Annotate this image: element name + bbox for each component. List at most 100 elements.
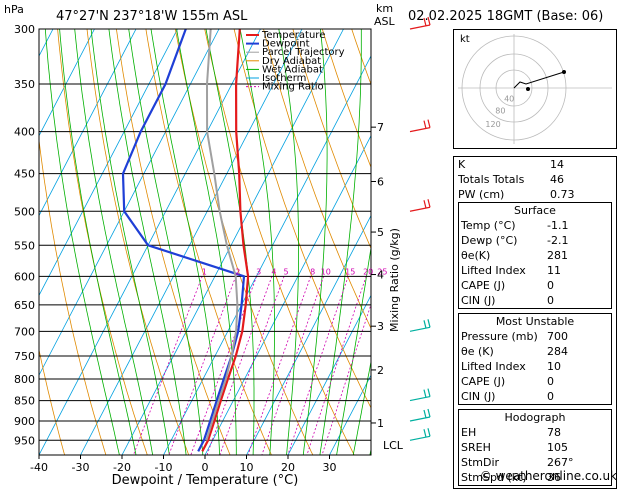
location-label: 47°27'N 237°18'W 155m ASL: [56, 9, 248, 24]
wind-barb-staff: [409, 416, 431, 422]
datetime-label: 02.02.2025 18GMT (Base: 06): [408, 9, 603, 24]
pressure-tick-label: 650: [14, 299, 35, 312]
x-tick-label: -20: [113, 461, 131, 474]
km-tick-label: 5: [377, 226, 384, 239]
legend-label: Temperature: [261, 30, 325, 41]
axes: 1 2 3 4 5 8 10 15 20 2530035040045050055060065070…: [14, 23, 404, 474]
mixing-ratio-axis-label: Mixing Ratio (g/kg): [388, 228, 401, 332]
stat-row: PW (cm) 0.73: [454, 187, 616, 202]
wind-barb-flag: [427, 319, 431, 328]
isotherm-line: [39, 29, 220, 377]
hodograph-ring-label: 120: [485, 120, 500, 129]
stat-row: CIN (J) 0: [459, 293, 611, 308]
wind-barb-staff: [409, 24, 431, 30]
indices-panel: K 14 Totals Totals 46 PW (cm) 0.73 Surface Te…: [453, 156, 617, 489]
pressure-tick-label: 850: [14, 395, 35, 408]
dry-adiabat-line: [233, 29, 371, 409]
pressure-tick-label: 550: [14, 239, 35, 252]
hodograph-plot: 40 80 120 kt: [458, 34, 612, 144]
wind-barbs: [409, 16, 431, 441]
mixing-ratio-line: [287, 276, 349, 455]
stat-value: 46: [550, 173, 564, 186]
stat-row: θe (K) 284: [459, 344, 611, 359]
stat-value: 0: [547, 294, 554, 307]
wind-barb-staff: [409, 206, 431, 212]
mixing-ratio-label: 1: [202, 267, 207, 276]
stat-label: Lifted Index: [461, 264, 526, 277]
stat-label: PW (cm): [458, 188, 505, 201]
km-tick-label: 4: [377, 269, 384, 282]
pressure-tick-label: 950: [14, 434, 35, 447]
mixing-ratio-line: [133, 276, 203, 455]
dry-adiabat-line: [57, 29, 148, 455]
stat-row: Pressure (mb) 700: [459, 329, 611, 344]
most-unstable-box: Most Unstable Pressure (mb) 700 θe (K) 284 L…: [458, 313, 612, 405]
isotherm-line: [39, 29, 137, 217]
series-parcel-trajectory: [205, 29, 239, 441]
wind-barb-staff: [409, 127, 431, 133]
wind-barb-flag: [427, 428, 431, 437]
mixing-ratio-label: 20: [363, 267, 373, 276]
x-tick-label: -30: [72, 461, 90, 474]
wind-barb-flag: [423, 429, 427, 438]
mixing-ratio-line: [306, 276, 367, 455]
legend-label: Dewpoint: [262, 39, 310, 50]
stat-value: 78: [547, 426, 561, 439]
wet-adiabat-line: [74, 29, 154, 455]
km-tick-label: 3: [377, 320, 384, 333]
mixing-ratio-line: [247, 276, 312, 455]
mixing-ratio-line: [261, 276, 325, 455]
stat-label: Lifted Index: [461, 360, 526, 373]
hodograph-ring-label: 80: [495, 107, 505, 116]
lcl-label: LCL: [383, 439, 404, 452]
stat-row: CAPE (J) 0: [459, 374, 611, 389]
stat-value: 105: [547, 441, 568, 454]
mixing-ratio-label: 10: [321, 267, 331, 276]
stat-row: StmSpd (kt) 36: [459, 470, 611, 485]
stat-label: EH: [461, 426, 477, 439]
wind-barb-staff: [409, 396, 431, 402]
stat-label: Totals Totals: [458, 173, 525, 186]
wind-barb-flag: [427, 16, 431, 26]
mixing-ratio-label: 25: [377, 267, 387, 276]
pressure-tick-label: 500: [14, 205, 35, 218]
wind-barb-flag: [423, 389, 427, 398]
isotherm-line: [287, 294, 371, 455]
dry-adiabat-line: [616, 29, 629, 459]
wind-barb-flag: [423, 120, 427, 129]
wind-barb-staff: [409, 435, 431, 441]
stat-row: CIN (J) 0: [459, 389, 611, 404]
legend-label: Isotherm: [262, 73, 306, 84]
hodograph-ring-label: 40: [504, 95, 514, 104]
stat-row: Dewp (°C) -2.1: [459, 233, 611, 248]
wind-barb-flag: [423, 17, 427, 27]
wind-barb-flag: [427, 408, 431, 418]
dry-adiabat-line: [39, 348, 66, 455]
hodograph-unit: kt: [460, 34, 470, 45]
stat-value: 281: [547, 249, 568, 262]
km-tick-label: 1: [377, 417, 384, 430]
hodograph-trace: [513, 71, 565, 89]
stat-label: θe(K): [461, 249, 491, 262]
stat-label: SREH: [461, 441, 491, 454]
stat-row: EH 78: [459, 425, 611, 440]
stat-value: 10: [547, 360, 561, 373]
stat-label: StmDir: [461, 456, 500, 469]
stat-label: Dewp (°C): [461, 234, 518, 247]
isotherm-line: [0, 29, 12, 455]
isotherm-line: [80, 29, 303, 455]
x-tick-label: -40: [30, 461, 48, 474]
asl-label: ASL: [374, 15, 396, 28]
isotherm-line: [39, 29, 95, 137]
stat-label: CAPE (J): [461, 279, 506, 292]
km-tick-label: 2: [377, 364, 384, 377]
background-lines: [0, 29, 629, 459]
series-dewpoint: [121, 29, 246, 452]
pressure-tick-label: 700: [14, 325, 35, 338]
copyright: © weatheronline.co.uk: [479, 469, 617, 483]
isotherm-line: [246, 214, 371, 455]
stat-label: CIN (J): [461, 294, 496, 307]
stat-label: StmSpd (kt): [461, 471, 527, 484]
isotherm-line: [39, 29, 261, 455]
wind-barb-flag: [427, 119, 431, 128]
